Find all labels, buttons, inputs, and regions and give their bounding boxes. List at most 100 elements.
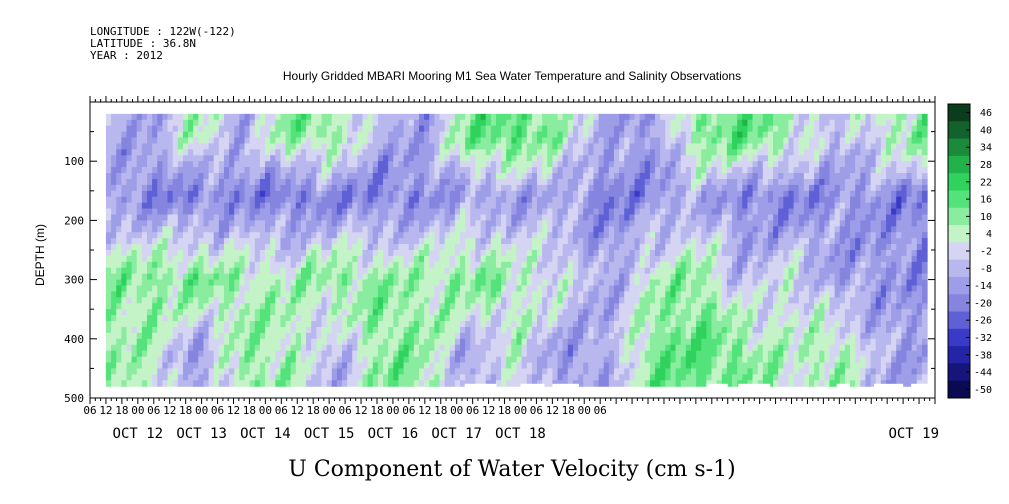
heat-cell (306, 279, 312, 287)
heat-cell (157, 143, 163, 150)
heat-cell (511, 297, 518, 304)
heat-cell (347, 226, 353, 233)
heat-cell (567, 155, 574, 162)
heat-cell (562, 226, 569, 233)
heat-cell (326, 285, 333, 293)
heat-cell (244, 149, 251, 156)
heat-cell (454, 161, 461, 168)
heat-cell (331, 173, 338, 180)
heat-cell (567, 321, 574, 328)
heat-cell (244, 261, 251, 269)
heat-cell (311, 232, 317, 239)
heat-cell (193, 190, 199, 198)
heat-cell (141, 326, 148, 334)
heat-cell (172, 238, 179, 245)
heat-cell (377, 214, 384, 221)
heat-cell (562, 155, 569, 162)
heat-cell (203, 137, 210, 145)
heat-cell (501, 226, 507, 233)
heat-cell (306, 303, 312, 310)
heat-cell (203, 208, 210, 216)
heat-cell (634, 250, 641, 257)
heat-cell (239, 190, 246, 198)
heat-cell (167, 255, 174, 263)
heat-cell (244, 362, 251, 369)
heat-cell (531, 220, 538, 227)
heat-cell (562, 303, 569, 310)
heat-cell (393, 303, 400, 310)
heat-cell (490, 267, 497, 275)
heat-cell (162, 244, 169, 251)
heat-cell (506, 149, 512, 156)
heat-cell (362, 255, 369, 263)
heat-cell (465, 178, 471, 186)
heat-cell (547, 196, 554, 204)
heat-cell (383, 244, 389, 251)
heat-cell (249, 255, 256, 263)
heat-cell (511, 332, 518, 340)
heat-cell (495, 303, 502, 310)
heat-cell (629, 368, 636, 375)
heat-cell (254, 202, 261, 210)
heat-cell (567, 279, 574, 287)
heat-cell (465, 279, 471, 287)
heat-cell (424, 261, 430, 269)
heat-cell (105, 255, 112, 263)
heat-cell (162, 255, 169, 263)
heat-cell (280, 131, 287, 139)
heat-cell (280, 279, 287, 287)
heat-cell (470, 362, 477, 369)
heat-cell (393, 261, 400, 269)
heat-cell (223, 226, 230, 233)
heat-cell (193, 380, 199, 387)
heat-cell (290, 315, 297, 322)
heat-cell (490, 190, 497, 198)
heat-cell (557, 380, 564, 387)
heat-cell (460, 155, 466, 162)
heat-cell (188, 202, 194, 210)
heat-cell (603, 214, 610, 221)
heat-cell (331, 167, 338, 174)
heat-cell (454, 220, 461, 227)
heat-cell (177, 332, 184, 340)
heat-cell (393, 143, 400, 150)
heat-cell (424, 113, 430, 121)
heat-cell (388, 119, 394, 127)
heat-cell (629, 125, 636, 133)
heat-cell (270, 326, 276, 334)
heat-cell (547, 190, 554, 198)
heat-cell (290, 338, 297, 346)
heat-cell (593, 291, 600, 298)
heat-cell (383, 273, 389, 281)
heat-cell (270, 368, 276, 375)
heat-cell (388, 350, 394, 358)
heat-cell (377, 261, 384, 269)
heat-cell (121, 344, 128, 352)
heat-cell (285, 321, 292, 328)
heat-cell (136, 261, 143, 269)
heat-cell (516, 250, 523, 257)
heat-cell (572, 113, 579, 121)
heat-cell (562, 214, 569, 221)
heat-cell (460, 250, 466, 257)
heat-cell (157, 285, 163, 293)
heat-cell (429, 279, 435, 287)
heat-cell (377, 173, 384, 180)
heat-cell (126, 273, 133, 281)
heat-cell (655, 356, 661, 364)
heat-cell (116, 178, 122, 186)
heat-cell (259, 303, 266, 310)
heat-cell (583, 125, 589, 133)
heat-cell (403, 143, 410, 150)
heat-cell (157, 309, 163, 316)
heat-cell (439, 178, 446, 186)
heat-cell (644, 332, 651, 340)
heat-cell (434, 238, 441, 245)
heat-cell (249, 202, 256, 210)
heat-cell (603, 196, 610, 204)
heat-cell (383, 238, 389, 245)
heat-cell (177, 374, 184, 381)
heat-cell (306, 220, 312, 227)
heat-cell (624, 214, 630, 221)
heat-cell (506, 232, 512, 239)
